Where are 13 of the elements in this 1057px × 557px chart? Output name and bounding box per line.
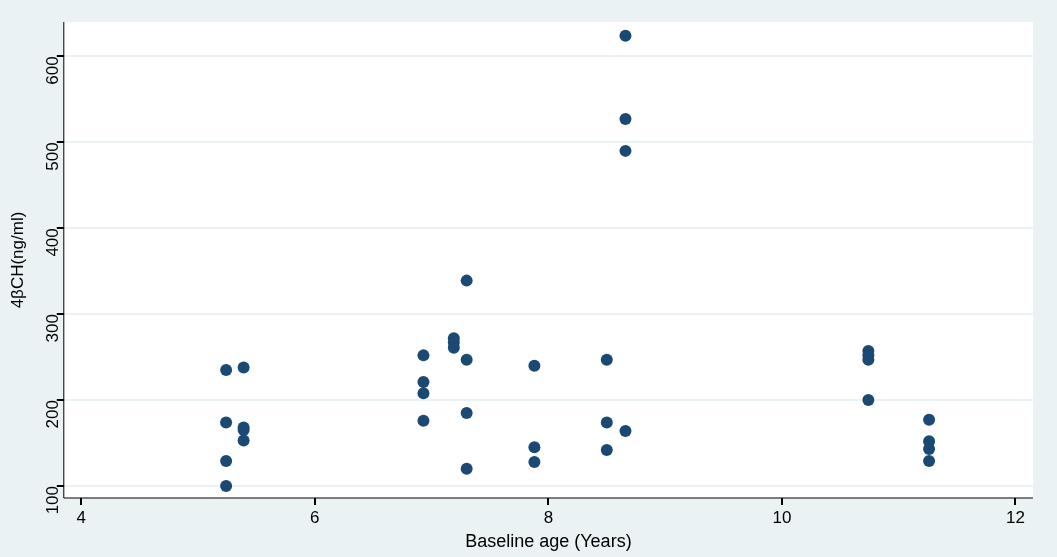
y-tick-label: 400 — [43, 228, 63, 257]
x-tick-label: 8 — [543, 507, 554, 527]
x-tick-label: 4 — [76, 507, 87, 527]
y-tick-label: 100 — [43, 485, 63, 515]
y-tick-label: 200 — [43, 400, 63, 429]
x-tick-label: 12 — [1006, 507, 1025, 527]
y-tick-label: 600 — [43, 56, 63, 85]
y-axis-title: 4βCH(ng/ml) — [7, 211, 27, 309]
x-tick-label: 10 — [772, 507, 792, 527]
y-tick-label: 300 — [43, 314, 63, 343]
x-axis-title: Baseline age (Years) — [465, 531, 632, 552]
x-tick-label: 6 — [310, 507, 320, 527]
y-tick-label: 500 — [43, 142, 63, 171]
